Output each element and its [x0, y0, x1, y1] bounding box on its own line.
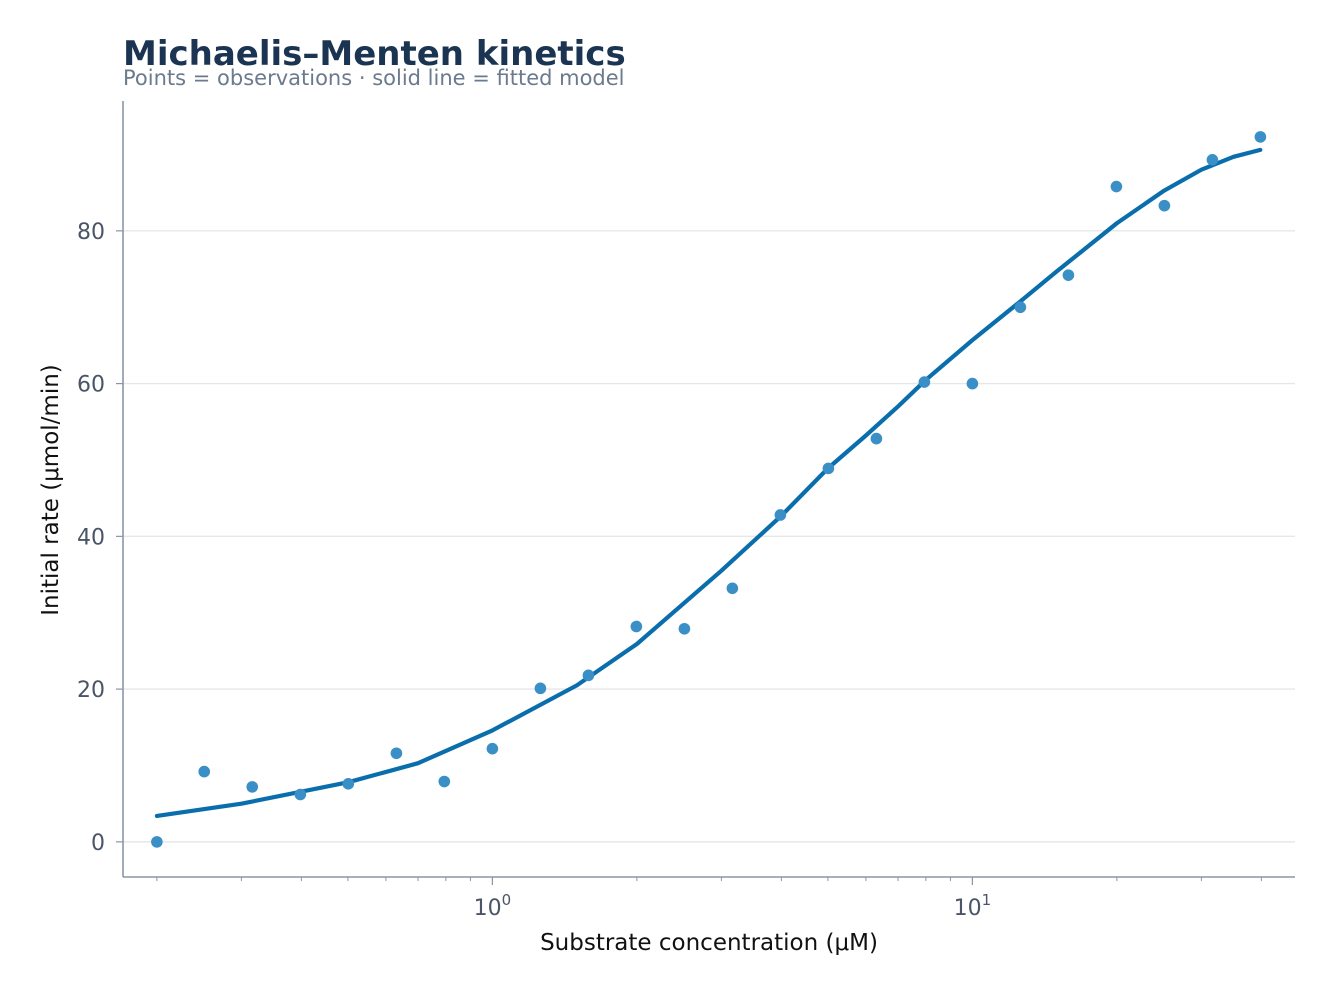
x-ticks: 100 101 [156, 877, 1262, 921]
data-point [630, 620, 643, 633]
data-point [966, 377, 979, 390]
y-tick-label: 0 [91, 831, 105, 856]
data-point [1158, 199, 1171, 212]
data-point [198, 765, 211, 778]
y-tick-label: 60 [77, 373, 105, 398]
data-point [774, 509, 787, 521]
x-axis-label: Substrate concentration (μM) [540, 930, 878, 956]
data-point [918, 376, 931, 388]
data-point [294, 788, 307, 801]
fit-line-group [154, 147, 1263, 818]
y-ticks: 0 20 40 60 80 [77, 220, 123, 856]
y-tick-label: 20 [77, 678, 105, 703]
data-point [822, 462, 835, 475]
data-point [1110, 180, 1123, 193]
data-point [342, 778, 355, 790]
data-point [582, 669, 595, 682]
x-tick-label: 100 [474, 891, 512, 921]
grid-lines [123, 230, 1295, 843]
y-tick-label: 80 [77, 220, 105, 245]
fit-line [154, 147, 1263, 818]
data-point [390, 747, 403, 760]
data-point [1062, 269, 1075, 281]
x-tick-label: 101 [954, 891, 992, 921]
chart-title: Michaelis–Menten kinetics [123, 34, 626, 74]
data-point [151, 836, 163, 848]
data-point [678, 622, 691, 635]
y-tick-label: 40 [77, 525, 105, 550]
data-point [246, 781, 259, 793]
chart-subtitle: Points = observations · solid line = fit… [123, 66, 625, 90]
data-point [1206, 154, 1219, 166]
data-point [870, 432, 883, 445]
data-point [1014, 301, 1027, 314]
data-point [486, 742, 499, 755]
data-points [151, 131, 1267, 848]
axes [122, 101, 1295, 878]
data-point [438, 775, 451, 788]
y-axis-label: Initial rate (μmol/min) [38, 364, 64, 616]
data-point [726, 582, 739, 595]
data-point [1254, 131, 1267, 143]
data-point [534, 682, 547, 695]
